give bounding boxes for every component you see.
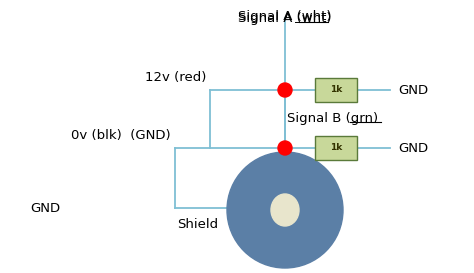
Text: 1k: 1k xyxy=(330,144,342,153)
Text: Signal A (̲w̲h̲t̲): Signal A (̲w̲h̲t̲) xyxy=(238,10,332,23)
Circle shape xyxy=(278,141,292,155)
Text: GND: GND xyxy=(398,84,428,96)
Text: GND: GND xyxy=(398,141,428,155)
Circle shape xyxy=(227,152,343,268)
Circle shape xyxy=(278,83,292,97)
Text: 12v (red): 12v (red) xyxy=(145,71,206,84)
Text: 0v (blk)  (GND): 0v (blk) (GND) xyxy=(72,129,171,142)
Text: Signal A (wht): Signal A (wht) xyxy=(238,12,332,25)
Text: 1k: 1k xyxy=(330,85,342,94)
Text: Shield: Shield xyxy=(177,218,218,231)
FancyBboxPatch shape xyxy=(315,136,357,160)
Text: Signal B (grn): Signal B (grn) xyxy=(287,112,378,125)
Text: GND: GND xyxy=(30,201,60,215)
Ellipse shape xyxy=(271,194,299,226)
FancyBboxPatch shape xyxy=(315,78,357,102)
